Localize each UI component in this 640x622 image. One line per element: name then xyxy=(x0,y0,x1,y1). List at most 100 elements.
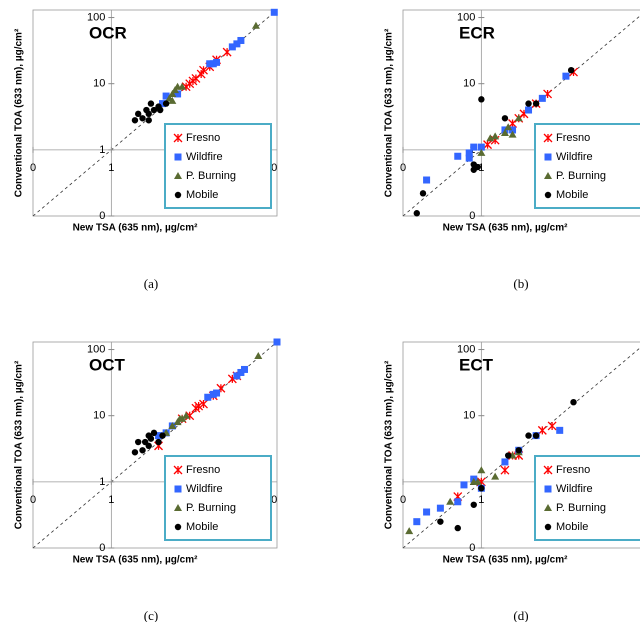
one-to-one-line xyxy=(402,347,640,549)
y-axis-label: Conventional TOA (633 nm), µg/cm² xyxy=(384,360,395,529)
legend-label: P. Burning xyxy=(186,502,236,514)
data-point xyxy=(491,132,500,140)
legend-label: Wildfire xyxy=(556,483,593,495)
data-point xyxy=(162,100,170,107)
data-point xyxy=(509,126,517,134)
legend-label: Wildfire xyxy=(556,151,593,163)
caption: (b) xyxy=(513,276,528,291)
data-point xyxy=(206,60,214,68)
data-point xyxy=(508,130,517,138)
data-point xyxy=(150,429,158,437)
x-tick-label: 1 xyxy=(478,494,484,506)
data-point xyxy=(473,477,482,485)
data-point xyxy=(233,372,241,380)
y-tick-label: 0 xyxy=(469,542,475,554)
data-point xyxy=(454,524,461,532)
data-point xyxy=(145,442,152,450)
data-point xyxy=(483,140,493,150)
data-point xyxy=(213,58,221,66)
data-point xyxy=(270,8,278,16)
x-axis-label: New TSA (635 nm), µg/cm² xyxy=(73,223,199,234)
data-point xyxy=(470,501,477,508)
data-point xyxy=(419,190,427,197)
legend-marker xyxy=(173,133,183,143)
legend-label: Fresno xyxy=(186,132,220,144)
data-point xyxy=(446,497,455,505)
data-point xyxy=(504,123,513,131)
caption: (c) xyxy=(144,608,158,622)
data-point xyxy=(168,89,177,97)
x-tick-label: 1 xyxy=(108,494,114,506)
legend-label: P. Burning xyxy=(556,502,606,514)
plot-frame xyxy=(32,341,278,549)
y-tick-label: 100 xyxy=(87,11,105,23)
plot-frame xyxy=(32,9,278,217)
data-point xyxy=(501,115,509,122)
data-point xyxy=(174,90,182,98)
data-point xyxy=(478,485,485,492)
data-point xyxy=(273,338,281,346)
data-point xyxy=(213,389,221,397)
data-point xyxy=(254,351,263,359)
legend-label: Mobile xyxy=(186,521,218,533)
data-point xyxy=(567,66,575,74)
y-axis-label: Conventional TOA (633 nm), µg/cm² xyxy=(14,28,25,197)
data-point xyxy=(237,36,245,44)
data-point xyxy=(145,110,152,118)
data-point xyxy=(474,163,481,171)
data-point xyxy=(436,504,444,512)
legend-marker xyxy=(174,172,182,179)
panel-title: OCR xyxy=(89,23,127,42)
data-point xyxy=(147,100,155,107)
data-point xyxy=(139,115,146,122)
data-point xyxy=(515,447,522,454)
data-point xyxy=(134,110,142,118)
y-tick-label: 10 xyxy=(93,78,105,90)
data-point xyxy=(237,368,245,376)
x-tick-label: 0 xyxy=(400,162,406,174)
data-point xyxy=(570,398,577,406)
data-point xyxy=(199,65,208,75)
y-tick-label: 10 xyxy=(93,410,105,422)
legend-label: P. Burning xyxy=(186,170,236,182)
y-tick-label: 0 xyxy=(99,542,105,554)
data-point xyxy=(501,458,509,466)
legend-label: Mobile xyxy=(556,189,588,201)
data-point xyxy=(465,154,473,162)
data-point xyxy=(423,508,431,516)
data-point xyxy=(405,527,414,535)
panel: 011000110100OCRNew TSA (635 nm), µg/cm²C… xyxy=(14,8,278,291)
legend-label: Mobile xyxy=(186,189,218,201)
panel: 011000110100ECRNew TSA (635 nm), µg/cm²C… xyxy=(384,9,640,291)
panel: 011000110100ECTNew TSA (635 nm), µg/cm²C… xyxy=(384,341,640,622)
data-point xyxy=(413,210,420,217)
data-point xyxy=(155,432,163,440)
legend-marker xyxy=(544,172,552,179)
data-point xyxy=(240,365,248,373)
data-point xyxy=(465,149,473,157)
data-point xyxy=(147,435,155,442)
data-point xyxy=(477,148,486,156)
data-point xyxy=(525,432,532,439)
data-point xyxy=(454,498,462,506)
data-point xyxy=(131,449,139,456)
y-axis-label: Conventional TOA (633 nm), µg/cm² xyxy=(14,360,25,529)
legend-label: Fresno xyxy=(556,464,590,476)
data-point xyxy=(145,117,152,124)
data-point xyxy=(486,134,495,142)
x-tick-label: 1 xyxy=(478,162,484,174)
data-point xyxy=(423,176,431,184)
x-axis-label: New TSA (635 nm), µg/cm² xyxy=(443,555,569,566)
legend-marker xyxy=(543,133,553,143)
panel-title: ECR xyxy=(459,23,495,42)
data-point xyxy=(150,106,158,114)
data-point xyxy=(413,518,421,526)
data-point xyxy=(162,92,170,100)
y-tick-label: 1 xyxy=(99,144,105,156)
data-point xyxy=(547,421,557,431)
x-tick-label: 0 xyxy=(400,494,406,506)
data-point xyxy=(182,411,191,419)
legend-marker xyxy=(174,504,182,511)
data-point xyxy=(525,100,532,107)
